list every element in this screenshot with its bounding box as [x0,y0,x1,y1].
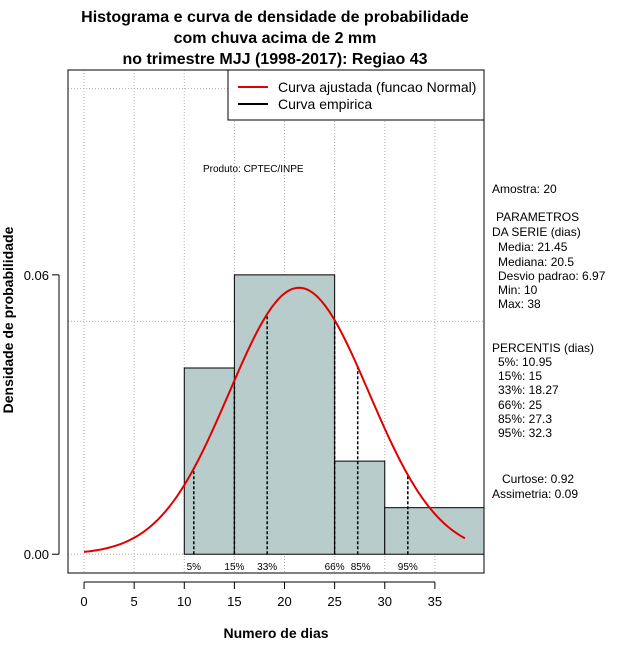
percentile-marker-label: 66% [325,562,345,573]
chart-title-line-3: no trimestre MJJ (1998-2017): Regiao 43 [122,51,427,68]
x-tick-label: 20 [277,594,291,609]
x-tick-label: 35 [428,594,442,609]
product-annotation: Produto: CPTEC/INPE [203,164,304,175]
stat-p66: 66%: 25 [498,398,542,412]
histogram-bar [233,274,336,555]
legend-box [227,69,485,121]
histogram-bars [183,274,485,555]
legend-label-fit: Curva ajustada (funcao Normal) [278,79,476,95]
stat-max: Max: 38 [498,297,541,311]
histogram-bar [334,460,386,555]
percentile-marker-label: 95% [398,562,418,573]
chart-title-line-1: Histograma e curva de densidade de proba… [81,9,469,26]
chart-title-line-2: com chuva acima de 2 mm [174,30,377,47]
axes: 0 5 10 15 20 25 30 35 0.00 0.06 [24,268,442,609]
x-tick-label: 30 [378,594,392,609]
percentile-marker-label: 15% [224,562,244,573]
percentile-marker-label: 33% [257,562,277,573]
statistics-panel: Amostra: 20 PARAMETROS DA SERIE (dias) M… [492,182,606,501]
y-axis-label: Densidade de probabilidade [0,226,16,413]
legend-label-empirical: Curva empirica [278,96,372,112]
x-tick-label: 15 [227,594,241,609]
x-tick-label: 5 [131,594,138,609]
y-tick-label: 0.06 [24,268,49,283]
x-tick-label: 10 [177,594,191,609]
histogram-bar [384,507,485,555]
percentile-markers: 5% 15% 33% 66% 85% 95% [187,314,418,573]
normal-curve-line [83,286,466,553]
stat-min: Min: 10 [498,283,538,297]
stat-median: Mediana: 20.5 [498,255,574,269]
percentile-marker-label: 85% [351,562,371,573]
x-tick-label: 25 [327,594,341,609]
stat-mean: Media: 21.45 [498,240,568,254]
stat-percentiles-heading: PERCENTIS (dias) [492,341,594,355]
stat-std-dev: Desvio padrao: 6.97 [498,269,606,283]
x-axis-label: Numero de dias [223,625,328,641]
stat-p33: 33%: 18.27 [498,383,559,397]
percentile-marker-label: 5% [187,562,202,573]
x-tick-label: 0 [80,594,87,609]
stat-p15: 15%: 15 [498,369,542,383]
stat-p95: 95%: 32.3 [498,426,552,440]
stat-p85: 85%: 27.3 [498,412,552,426]
stat-kurtosis: Curtose: 0.92 [502,472,574,486]
normal-curve [83,286,466,553]
stat-parameters-subheading: DA SERIE (dias) [492,225,581,239]
y-tick-label: 0.00 [24,547,49,562]
legend: Curva ajustada (funcao Normal) Curva emp… [227,69,485,121]
stat-skewness: Assimetria: 0.09 [492,487,578,501]
stat-parameters-heading: PARAMETROS [496,210,579,224]
stat-sample-size: Amostra: 20 [492,182,557,196]
stat-p5: 5%: 10.95 [498,355,552,369]
